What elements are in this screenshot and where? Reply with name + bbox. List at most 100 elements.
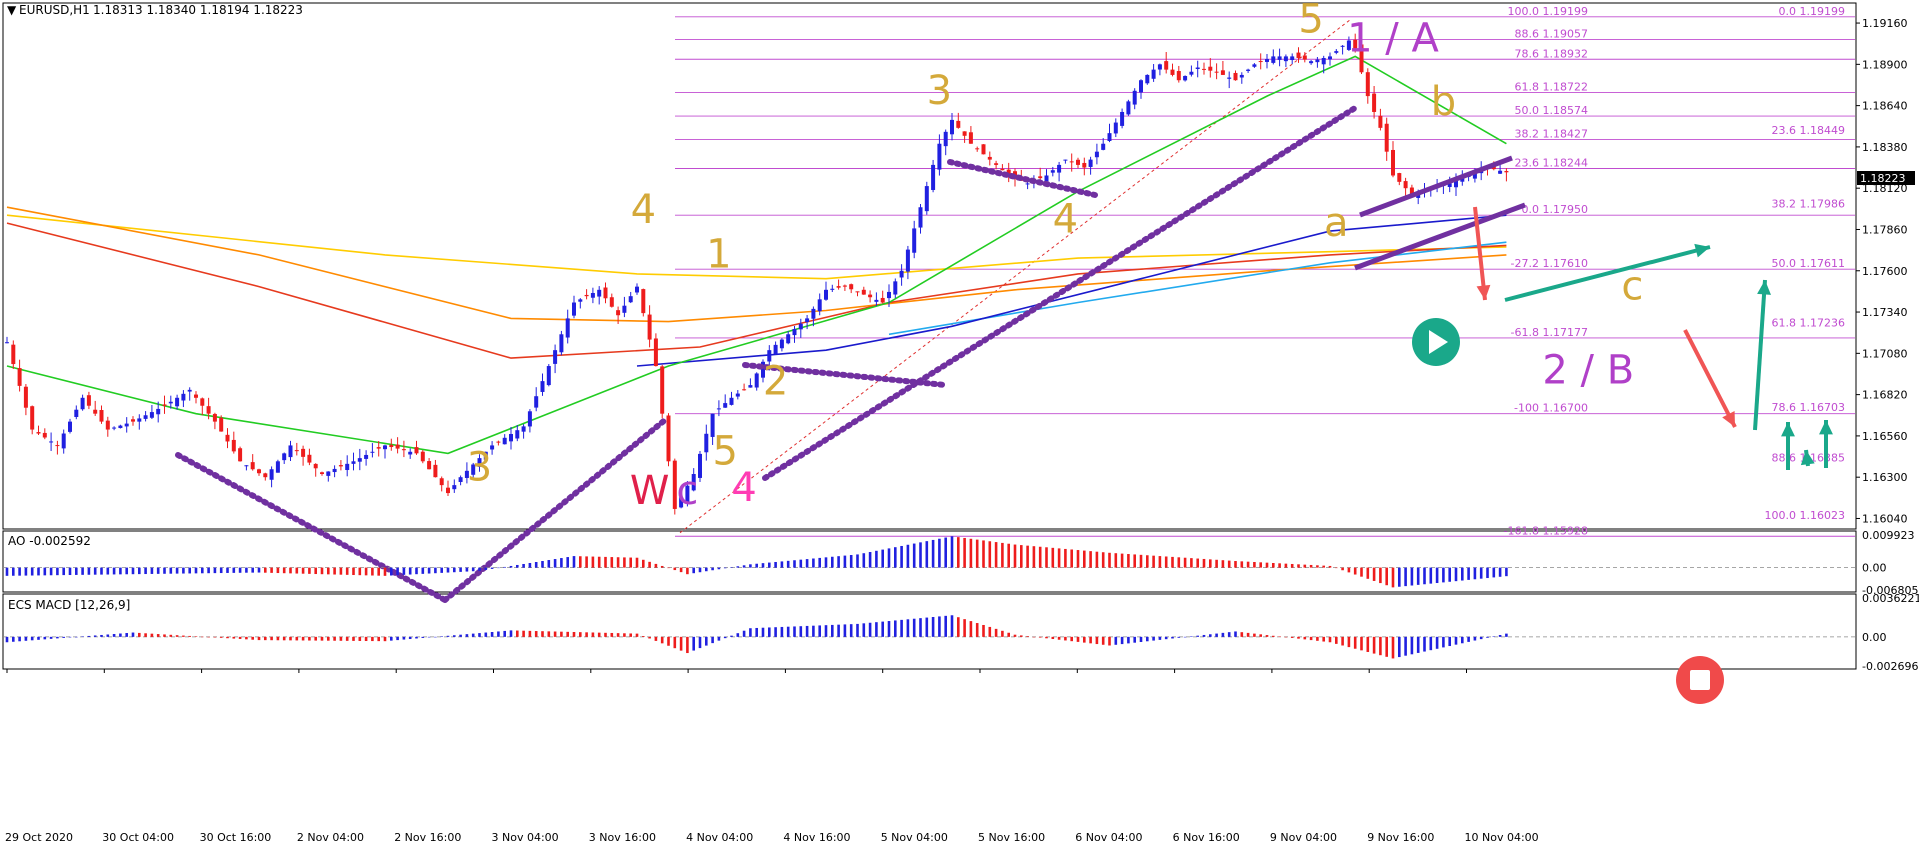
candle-body bbox=[515, 430, 520, 439]
mini-arrow-up-head bbox=[1800, 450, 1815, 466]
candle-body bbox=[1107, 133, 1112, 141]
histogram-bar bbox=[755, 563, 758, 568]
histogram-bar bbox=[1366, 567, 1370, 579]
histogram-bar bbox=[1120, 553, 1124, 568]
histogram-bar bbox=[522, 630, 525, 637]
histogram-bar bbox=[446, 567, 450, 573]
candle-body bbox=[1384, 123, 1389, 152]
indicator-tick-label: -0.0026967 bbox=[1862, 660, 1919, 673]
time-axis: 29 Oct 2020 30 Oct 04:00 30 Oct 16:00 2 Nov… bbox=[5, 669, 1539, 844]
histogram-bar bbox=[673, 636, 677, 649]
candle-body bbox=[105, 420, 110, 430]
candle-body bbox=[326, 471, 331, 476]
macd-pane[interactable] bbox=[2, 593, 1857, 670]
histogram-bar bbox=[686, 636, 689, 654]
histogram-bar bbox=[1366, 636, 1370, 652]
histogram-bar bbox=[1328, 636, 1332, 643]
histogram-bar bbox=[1278, 563, 1281, 568]
histogram-bar bbox=[182, 567, 185, 574]
histogram-bar bbox=[604, 556, 607, 568]
histogram-bar bbox=[900, 545, 903, 568]
histogram-bar bbox=[257, 567, 261, 573]
fib-label: 88.6 1.19057 bbox=[1515, 27, 1588, 40]
histogram-bar bbox=[207, 636, 210, 638]
histogram-bar bbox=[138, 632, 141, 637]
candle-body bbox=[1328, 56, 1332, 60]
histogram-bar bbox=[774, 561, 777, 568]
candle-body bbox=[540, 381, 545, 392]
histogram-bar bbox=[1253, 633, 1256, 637]
histogram-bar bbox=[219, 567, 223, 574]
candle-body bbox=[263, 473, 268, 478]
candle-body bbox=[433, 464, 438, 478]
candle-body bbox=[427, 461, 432, 470]
histogram-bar bbox=[1416, 567, 1420, 585]
histogram-bar bbox=[717, 636, 721, 641]
candle-body bbox=[68, 421, 72, 432]
histogram-bar bbox=[705, 567, 708, 572]
stop-button[interactable] bbox=[1676, 656, 1724, 704]
histogram-bar bbox=[383, 636, 387, 642]
histogram-bar bbox=[730, 635, 733, 637]
candle-body bbox=[408, 451, 413, 455]
histogram-bar bbox=[1309, 636, 1313, 641]
histogram-bar bbox=[49, 636, 53, 639]
histogram-bar bbox=[301, 567, 305, 574]
annotations bbox=[175, 105, 1833, 603]
histogram-bar bbox=[566, 631, 569, 637]
histogram-bar bbox=[390, 567, 393, 576]
histogram-bar bbox=[270, 567, 273, 573]
histogram-bar bbox=[1064, 548, 1067, 568]
histogram-bar bbox=[1435, 636, 1439, 649]
histogram-bar bbox=[698, 567, 702, 573]
candle-body bbox=[49, 441, 54, 443]
histogram-bar bbox=[1020, 545, 1023, 568]
candle-body bbox=[269, 469, 274, 480]
candle-body bbox=[99, 410, 104, 422]
histogram-bar bbox=[1290, 563, 1294, 568]
histogram-bar bbox=[333, 567, 336, 575]
histogram-bar bbox=[503, 566, 506, 568]
histogram-bar bbox=[415, 636, 418, 639]
histogram-bar bbox=[597, 632, 601, 637]
histogram-bar bbox=[465, 634, 469, 637]
histogram-bar bbox=[1032, 546, 1036, 568]
time-tick-label: 9 Nov 04:00 bbox=[1270, 831, 1337, 844]
ao-pane[interactable] bbox=[2, 530, 1857, 593]
histogram-bar bbox=[112, 633, 116, 637]
histogram-bar bbox=[1001, 542, 1004, 568]
candle-body bbox=[679, 497, 684, 508]
candle-body bbox=[716, 408, 721, 410]
histogram-bar bbox=[245, 636, 248, 640]
histogram-bar bbox=[1398, 567, 1401, 587]
histogram-bar bbox=[1379, 567, 1382, 584]
candle-body bbox=[1183, 75, 1188, 81]
candle-body bbox=[124, 423, 129, 427]
candle-body bbox=[735, 393, 740, 397]
indicator-tick-label: -0.006805 bbox=[1862, 584, 1918, 597]
candle-body bbox=[364, 454, 369, 459]
histogram-bar bbox=[1473, 636, 1477, 641]
histogram-bar bbox=[950, 536, 954, 568]
histogram-bar bbox=[912, 543, 916, 568]
play-button[interactable] bbox=[1412, 318, 1460, 366]
histogram-bar bbox=[1309, 564, 1313, 568]
candle-body bbox=[912, 228, 917, 253]
trendline-dotted bbox=[442, 417, 668, 603]
histogram-bar bbox=[963, 619, 966, 637]
dropdown-arrow-icon[interactable]: ▼ bbox=[7, 3, 17, 17]
candle-body bbox=[219, 417, 224, 432]
candle-body bbox=[641, 289, 646, 314]
histogram-bar bbox=[251, 636, 254, 640]
fib-label: -161.8 1.15928 bbox=[1504, 524, 1588, 537]
main-pane[interactable] bbox=[2, 2, 1857, 530]
histogram-bar bbox=[1083, 550, 1086, 568]
histogram-bar bbox=[396, 636, 399, 641]
candle-body bbox=[1214, 71, 1219, 73]
histogram-bar bbox=[440, 567, 443, 573]
histogram-bar bbox=[931, 539, 935, 568]
histogram-bar bbox=[264, 567, 267, 573]
histogram-bar bbox=[868, 622, 872, 637]
histogram-bar bbox=[144, 633, 147, 637]
play-icon bbox=[1429, 330, 1448, 354]
